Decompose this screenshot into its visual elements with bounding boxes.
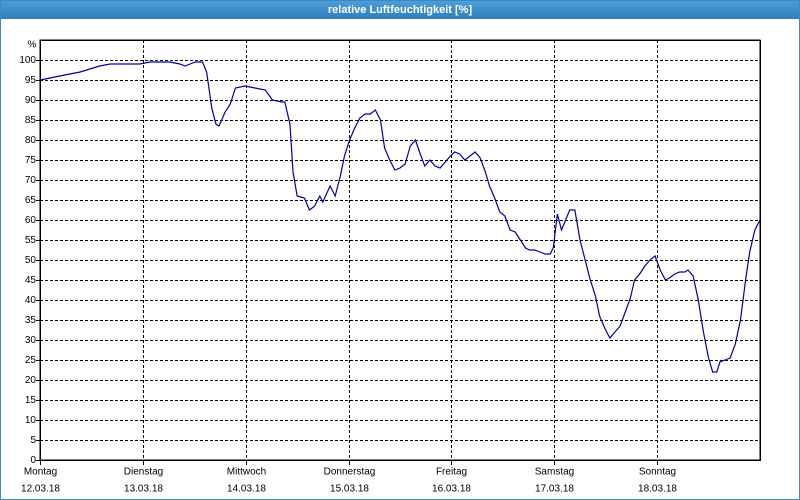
x-tick-label: Freitag bbox=[436, 467, 467, 478]
y-tick-label: 35 bbox=[25, 315, 37, 326]
y-tick-label: 15 bbox=[25, 395, 37, 406]
y-axis-label: % bbox=[28, 40, 37, 51]
x-tick-label: Donnerstag bbox=[324, 467, 376, 478]
y-tick-label: 20 bbox=[25, 375, 37, 386]
y-tick-label: 30 bbox=[25, 335, 37, 346]
y-tick-label: 70 bbox=[25, 175, 37, 186]
x-tick-label: Samstag bbox=[535, 467, 574, 478]
x-tick-label: Montag bbox=[24, 467, 57, 478]
x-tick-date: 14.03.18 bbox=[227, 484, 266, 495]
y-tick-label: 5 bbox=[30, 435, 36, 446]
y-tick-label: 45 bbox=[25, 275, 37, 286]
plot-border bbox=[40, 40, 761, 461]
y-tick-label: 75 bbox=[25, 155, 37, 166]
data-line bbox=[39, 61, 761, 373]
x-tick-date: 12.03.18 bbox=[21, 484, 60, 495]
x-tick-label: Dienstag bbox=[124, 467, 163, 478]
y-tick-label: 90 bbox=[25, 95, 37, 106]
y-tick-label: 40 bbox=[25, 295, 37, 306]
x-tick-date: 16.03.18 bbox=[432, 484, 471, 495]
x-tick-label: Mittwoch bbox=[227, 467, 266, 478]
x-tick-date: 15.03.18 bbox=[330, 484, 369, 495]
y-tick-label: 25 bbox=[25, 355, 37, 366]
y-tick-label: 100 bbox=[19, 55, 36, 66]
x-tick-date: 18.03.18 bbox=[638, 484, 677, 495]
y-tick-label: 10 bbox=[25, 415, 37, 426]
y-tick-label: 85 bbox=[25, 115, 37, 126]
x-tick-date: 17.03.18 bbox=[535, 484, 574, 495]
window-title: relative Luftfeuchtigkeit [%] bbox=[1, 1, 799, 19]
y-tick-label: 65 bbox=[25, 195, 37, 206]
y-tick-label: 0 bbox=[30, 455, 36, 466]
y-tick-label: 60 bbox=[25, 215, 37, 226]
y-tick-label: 80 bbox=[25, 135, 37, 146]
y-tick-label: 55 bbox=[25, 235, 37, 246]
x-tick-label: Sonntag bbox=[639, 467, 676, 478]
plot-frame bbox=[39, 39, 761, 461]
y-tick-label: 95 bbox=[25, 75, 37, 86]
y-tick-label: 50 bbox=[25, 255, 37, 266]
x-tick-date: 13.03.18 bbox=[124, 484, 163, 495]
